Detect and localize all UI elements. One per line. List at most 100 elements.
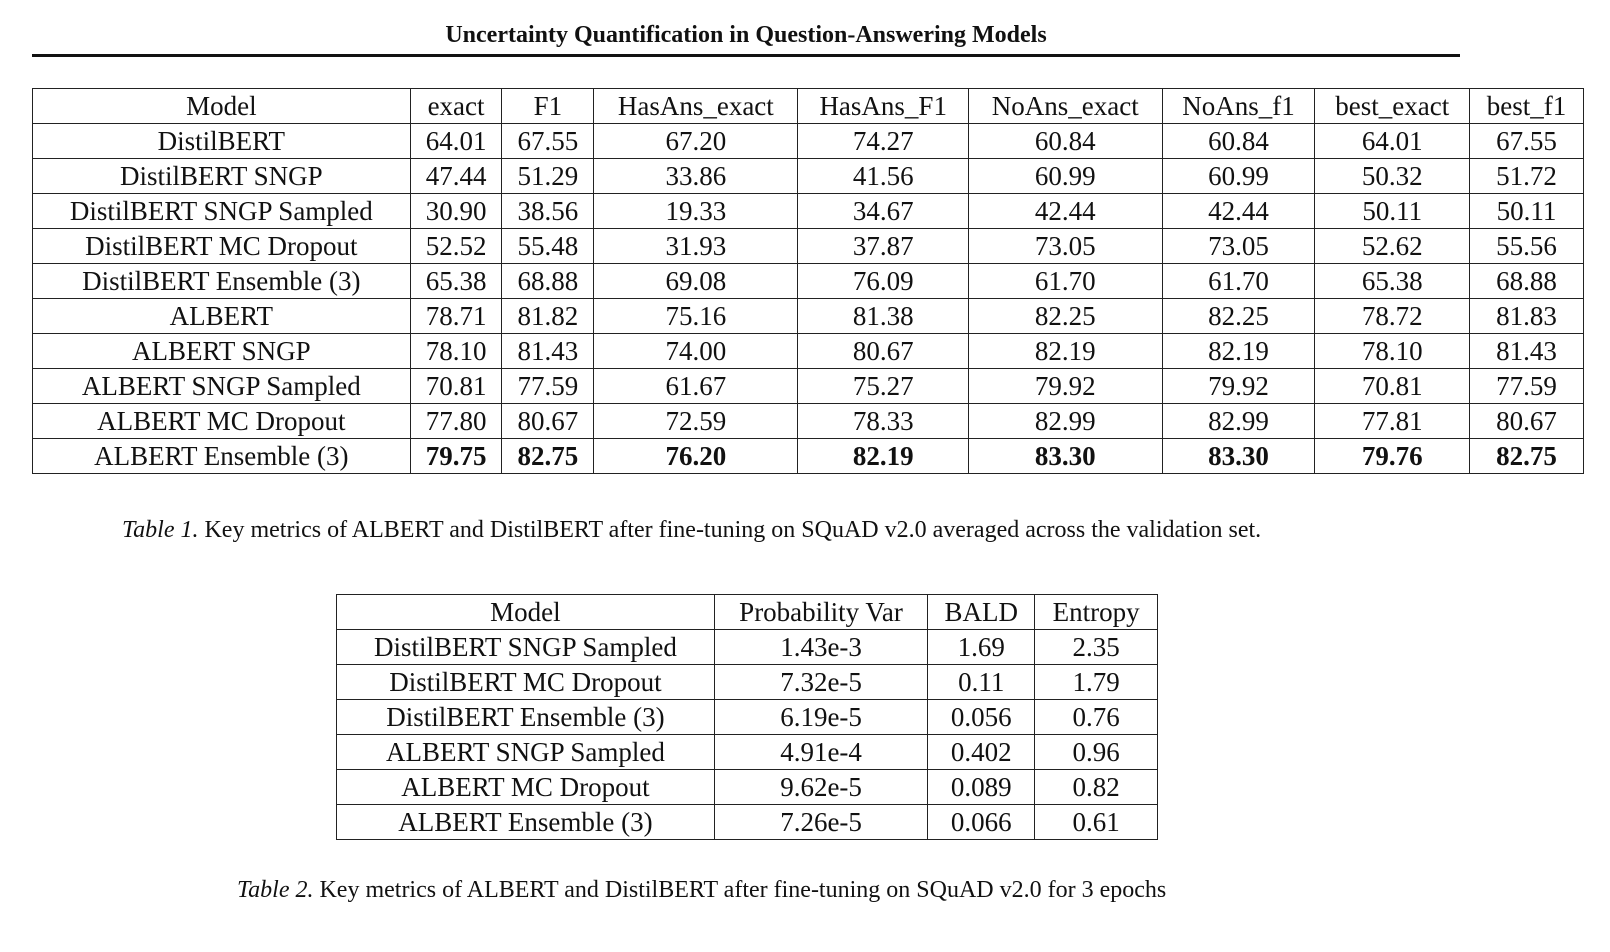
table-cell: 50.11 [1314, 193, 1471, 229]
column-header: Model [336, 594, 715, 630]
table-cell: 0.11 [927, 664, 1036, 700]
table-row: ALBERT SNGP Sampled 4.91e-4 0.402 0.96 [336, 734, 1158, 770]
table-cell: 76.09 [797, 263, 969, 299]
table-cell: 52.62 [1314, 228, 1471, 264]
model-cell: DistilBERT MC Dropout [336, 664, 715, 700]
table-cell: 33.86 [593, 158, 799, 194]
model-cell: DistilBERT Ensemble (3) [32, 263, 411, 299]
table-cell: 77.59 [1469, 368, 1584, 404]
table-cell: 81.83 [1469, 298, 1584, 334]
results-table-2: Model Probability Var BALD Entropy Disti… [336, 594, 1158, 840]
table-cell: 0.61 [1034, 804, 1158, 840]
table-cell: 76.20 [593, 438, 799, 474]
table-cell: 78.10 [409, 333, 503, 369]
table-cell: 60.84 [968, 123, 1163, 159]
table-cell: 67.55 [501, 123, 595, 159]
caption-text: Key metrics of ALBERT and DistilBERT aft… [204, 517, 1262, 543]
table-cell: 0.066 [927, 804, 1036, 840]
results-table-1: Model exact F1 HasAns_exact HasAns_F1 No… [32, 88, 1584, 474]
table-cell: 0.056 [927, 699, 1036, 735]
table-cell: 64.01 [409, 123, 503, 159]
table-cell: 34.67 [797, 193, 969, 229]
table-row: ALBERT SNGP 78.10 81.43 74.00 80.67 82.1… [32, 333, 1584, 369]
table-cell: 0.82 [1034, 769, 1158, 805]
table-cell: 73.05 [968, 228, 1163, 264]
table-cell: 70.81 [409, 368, 503, 404]
table-cell: 42.44 [968, 193, 1163, 229]
table-2-caption: Table 2. Key metrics of ALBERT and Disti… [237, 875, 1166, 905]
table-cell: 81.82 [501, 298, 595, 334]
table-row: DistilBERT MC Dropout 7.32e-5 0.11 1.79 [336, 664, 1158, 700]
table-cell: 47.44 [409, 158, 503, 194]
table-cell: 75.16 [593, 298, 799, 334]
table-cell: 82.75 [1469, 438, 1584, 474]
table-cell: 52.52 [409, 228, 503, 264]
table-cell: 78.72 [1314, 298, 1471, 334]
table-cell: 79.92 [1161, 368, 1316, 404]
table-cell: 70.81 [1314, 368, 1471, 404]
table-cell: 64.01 [1314, 123, 1471, 159]
table-cell: 83.30 [968, 438, 1163, 474]
table-cell: 79.76 [1314, 438, 1471, 474]
model-cell: ALBERT [32, 298, 411, 334]
table-cell: 77.81 [1314, 403, 1471, 439]
table-row: DistilBERT SNGP Sampled 30.90 38.56 19.3… [32, 193, 1584, 229]
table-cell: 79.75 [409, 438, 503, 474]
table-cell: 65.38 [409, 263, 503, 299]
column-header: best_exact [1314, 88, 1471, 124]
table-cell: 31.93 [593, 228, 799, 264]
table-cell: 82.19 [968, 333, 1163, 369]
table-cell: 65.38 [1314, 263, 1471, 299]
model-cell: ALBERT Ensemble (3) [32, 438, 411, 474]
table-row: DistilBERT SNGP 47.44 51.29 33.86 41.56 … [32, 158, 1584, 194]
column-header: BALD [927, 594, 1036, 630]
table-cell: 82.19 [1161, 333, 1316, 369]
page-title: Uncertainty Quantification in Question-A… [32, 18, 1460, 57]
table-row: ALBERT Ensemble (3) 7.26e-5 0.066 0.61 [336, 804, 1158, 840]
model-cell: ALBERT MC Dropout [32, 403, 411, 439]
table-row: ALBERT 78.71 81.82 75.16 81.38 82.25 82.… [32, 298, 1584, 334]
table-cell: 82.99 [968, 403, 1163, 439]
table-cell: 0.76 [1034, 699, 1158, 735]
table-1-caption: Table 1. Key metrics of ALBERT and Disti… [122, 515, 1261, 545]
table-cell: 79.92 [968, 368, 1163, 404]
model-cell: DistilBERT SNGP Sampled [336, 629, 715, 665]
table-row: ALBERT SNGP Sampled 70.81 77.59 61.67 75… [32, 368, 1584, 404]
table-cell: 69.08 [593, 263, 799, 299]
table-cell: 67.20 [593, 123, 799, 159]
table-cell: 2.35 [1034, 629, 1158, 665]
table-cell: 51.72 [1469, 158, 1584, 194]
table-cell: 68.88 [501, 263, 595, 299]
model-cell: DistilBERT Ensemble (3) [336, 699, 715, 735]
header-row: Model Probability Var BALD Entropy [336, 594, 1158, 630]
table-cell: 60.99 [968, 158, 1163, 194]
column-header: NoAns_exact [968, 88, 1163, 124]
model-cell: DistilBERT SNGP Sampled [32, 193, 411, 229]
model-cell: DistilBERT [32, 123, 411, 159]
table-cell: 80.67 [1469, 403, 1584, 439]
column-header: exact [409, 88, 503, 124]
table-cell: 0.089 [927, 769, 1036, 805]
column-header: Entropy [1034, 594, 1158, 630]
table-cell: 77.80 [409, 403, 503, 439]
table-cell: 0.96 [1034, 734, 1158, 770]
table-cell: 41.56 [797, 158, 969, 194]
table-cell: 6.19e-5 [713, 699, 929, 735]
table-cell: 80.67 [797, 333, 969, 369]
model-cell: ALBERT MC Dropout [336, 769, 715, 805]
table-cell: 50.32 [1314, 158, 1471, 194]
table-cell: 55.56 [1469, 228, 1584, 264]
table-cell: 50.11 [1469, 193, 1584, 229]
table-cell: 61.70 [1161, 263, 1316, 299]
table-cell: 82.25 [1161, 298, 1316, 334]
table-cell: 78.33 [797, 403, 969, 439]
table-row-best: ALBERT Ensemble (3) 79.75 82.75 76.20 82… [32, 438, 1584, 474]
table-cell: 1.43e-3 [713, 629, 929, 665]
model-cell: ALBERT SNGP Sampled [32, 368, 411, 404]
table-cell: 30.90 [409, 193, 503, 229]
table-cell: 37.87 [797, 228, 969, 264]
table-cell: 78.10 [1314, 333, 1471, 369]
table-header: Model Probability Var BALD Entropy [336, 594, 1158, 630]
table-header: Model exact F1 HasAns_exact HasAns_F1 No… [32, 88, 1584, 124]
table-row: ALBERT MC Dropout 9.62e-5 0.089 0.82 [336, 769, 1158, 805]
